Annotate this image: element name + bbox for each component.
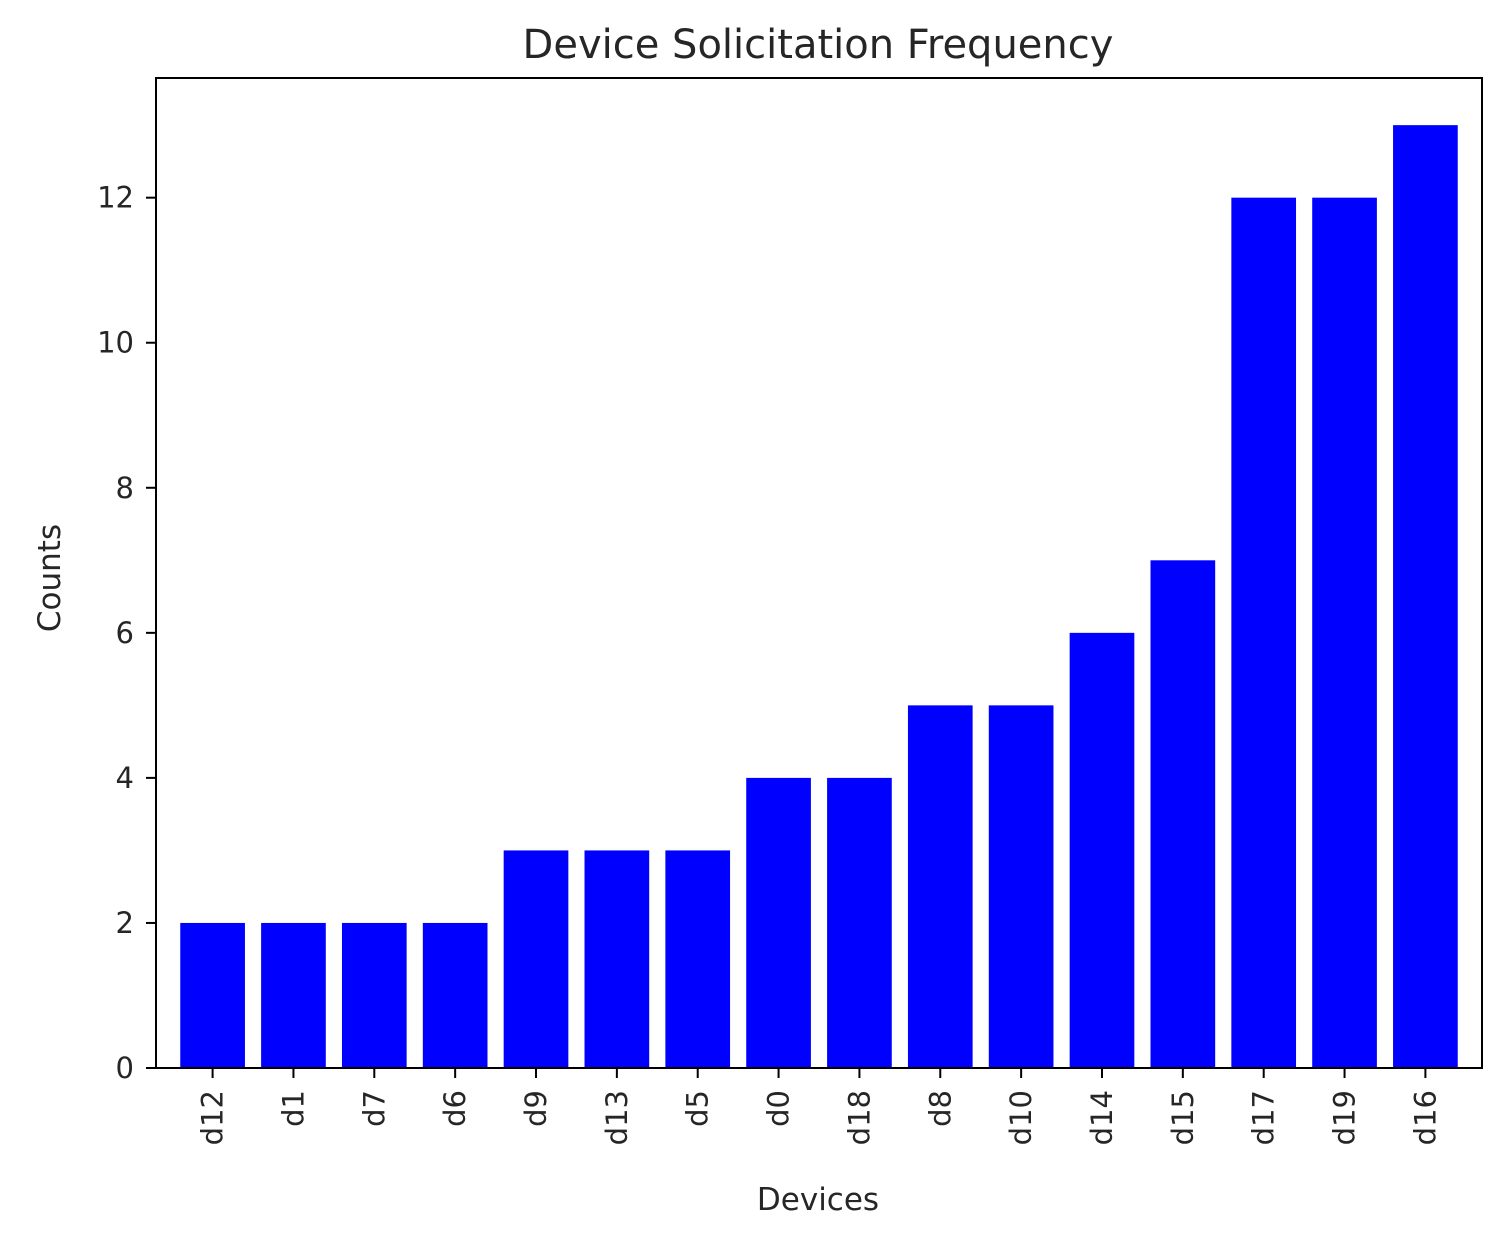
bar-d12 bbox=[180, 922, 245, 1068]
bar-d13 bbox=[584, 850, 650, 1068]
bar-d14 bbox=[1069, 632, 1135, 1068]
bar-d17 bbox=[1231, 197, 1297, 1069]
bar-d19 bbox=[1312, 197, 1377, 1069]
bar-d1 bbox=[261, 922, 326, 1068]
x-tick-label-d16: d16 bbox=[1408, 1090, 1442, 1145]
y-tick-label: 2 bbox=[116, 906, 134, 940]
bar-d0 bbox=[746, 777, 811, 1068]
y-tick-label: 12 bbox=[97, 181, 134, 215]
x-tick-label-d0: d0 bbox=[762, 1090, 796, 1127]
bar-d8 bbox=[907, 705, 973, 1068]
bars-group bbox=[180, 125, 1458, 1069]
x-tick-label-d17: d17 bbox=[1247, 1090, 1281, 1145]
x-tick-label-d9: d9 bbox=[519, 1090, 553, 1127]
x-tick-label-d6: d6 bbox=[438, 1090, 472, 1127]
x-axis-ticks: d12 d1 d7 d6 d9 d13 d5 d0 d18 d8 d10 d14 d15 d17 d19 d1… bbox=[196, 1068, 1442, 1145]
y-tick-label: 8 bbox=[116, 471, 134, 505]
x-tick-label-d7: d7 bbox=[357, 1090, 391, 1127]
x-tick-label-d18: d18 bbox=[842, 1090, 876, 1145]
bar-d5 bbox=[665, 850, 731, 1068]
y-tick-label: 4 bbox=[116, 761, 134, 795]
y-tick-label: 0 bbox=[116, 1051, 134, 1085]
bar-d18 bbox=[827, 777, 892, 1068]
x-tick-label-d5: d5 bbox=[681, 1090, 715, 1127]
x-tick-label-d19: d19 bbox=[1328, 1090, 1362, 1145]
bar-d9 bbox=[503, 850, 569, 1068]
y-tick-label: 6 bbox=[116, 616, 134, 650]
x-tick-label-d14: d14 bbox=[1085, 1090, 1119, 1145]
chart-title: Device Solicitation Frequency bbox=[523, 22, 1114, 68]
plot-frame bbox=[155, 77, 1483, 1069]
x-tick-label-d1: d1 bbox=[276, 1090, 310, 1127]
x-tick-label-d12: d12 bbox=[196, 1090, 230, 1145]
x-tick-label-d8: d8 bbox=[923, 1090, 957, 1127]
x-tick-label-d15: d15 bbox=[1166, 1090, 1200, 1145]
bar-d16 bbox=[1393, 125, 1458, 1068]
bar-d7 bbox=[341, 922, 407, 1068]
y-axis-label: Counts bbox=[32, 524, 68, 632]
x-tick-label-d10: d10 bbox=[1004, 1090, 1038, 1145]
bar-d15 bbox=[1150, 560, 1216, 1068]
bar-d6 bbox=[422, 922, 488, 1068]
y-axis-ticks: 0 2 4 6 8 10 12 bbox=[97, 181, 156, 1085]
x-tick-label-d13: d13 bbox=[600, 1090, 634, 1145]
bar-d10 bbox=[988, 705, 1054, 1068]
x-axis-label: Devices bbox=[757, 1182, 879, 1218]
y-tick-label: 10 bbox=[97, 326, 134, 360]
